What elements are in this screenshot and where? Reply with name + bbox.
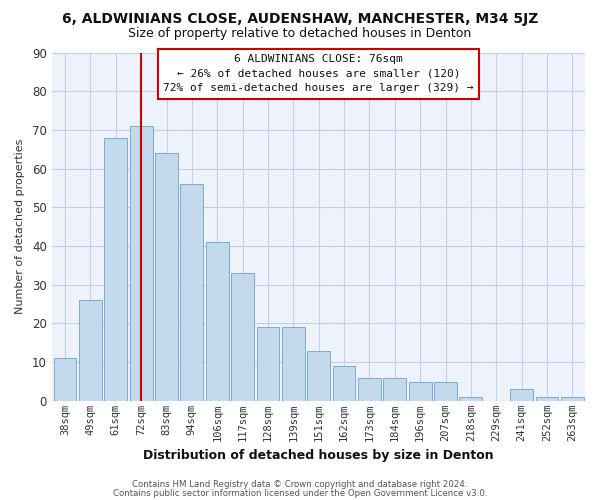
Text: Contains HM Land Registry data © Crown copyright and database right 2024.: Contains HM Land Registry data © Crown c…	[132, 480, 468, 489]
Bar	[383, 378, 406, 401]
Bar	[155, 153, 178, 401]
Bar	[257, 328, 280, 401]
X-axis label: Distribution of detached houses by size in Denton: Distribution of detached houses by size …	[143, 450, 494, 462]
Bar	[181, 184, 203, 401]
Text: 6, ALDWINIANS CLOSE, AUDENSHAW, MANCHESTER, M34 5JZ: 6, ALDWINIANS CLOSE, AUDENSHAW, MANCHEST…	[62, 12, 538, 26]
Bar	[332, 366, 355, 401]
Bar	[460, 397, 482, 401]
Text: 6 ALDWINIANS CLOSE: 76sqm
← 26% of detached houses are smaller (120)
72% of semi: 6 ALDWINIANS CLOSE: 76sqm ← 26% of detac…	[163, 54, 474, 93]
Bar	[434, 382, 457, 401]
Bar	[53, 358, 76, 401]
Bar	[130, 126, 152, 401]
Bar	[358, 378, 381, 401]
Text: Contains public sector information licensed under the Open Government Licence v3: Contains public sector information licen…	[113, 488, 487, 498]
Bar	[510, 390, 533, 401]
Bar	[409, 382, 431, 401]
Bar	[307, 350, 330, 401]
Y-axis label: Number of detached properties: Number of detached properties	[15, 139, 25, 314]
Bar	[231, 273, 254, 401]
Bar	[561, 397, 584, 401]
Text: Size of property relative to detached houses in Denton: Size of property relative to detached ho…	[128, 28, 472, 40]
Bar	[282, 328, 305, 401]
Bar	[104, 138, 127, 401]
Bar	[206, 242, 229, 401]
Bar	[536, 397, 559, 401]
Bar	[79, 300, 102, 401]
